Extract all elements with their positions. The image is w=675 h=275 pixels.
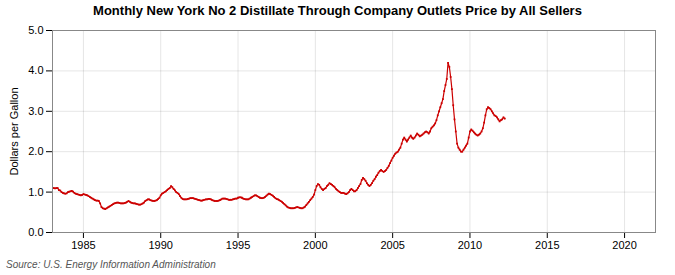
svg-text:4.0: 4.0	[28, 64, 43, 76]
html-text:Source: U.S. Energy Informatio: Source: U.S. Energy Information Administ…	[6, 259, 216, 270]
svg-text:1990: 1990	[148, 239, 172, 251]
svg-text:3.0: 3.0	[28, 105, 43, 117]
svg-text:Dollars per Gallon: Dollars per Gallon	[8, 87, 20, 175]
svg-text:2015: 2015	[535, 239, 559, 251]
svg-text:5.0: 5.0	[28, 24, 43, 36]
html-text:Monthly New York No 2 Distilla: Monthly New York No 2 Distillate Through…	[93, 3, 582, 18]
svg-text:2020: 2020	[612, 239, 636, 251]
svg-text:2010: 2010	[458, 239, 482, 251]
svg-text:2.0: 2.0	[28, 145, 43, 157]
svg-text:2000: 2000	[303, 239, 327, 251]
svg-text:1985: 1985	[71, 239, 95, 251]
svg-text:2005: 2005	[380, 239, 404, 251]
svg-text:0.0: 0.0	[28, 226, 43, 238]
svg-text:1.0: 1.0	[28, 186, 43, 198]
svg-text:1995: 1995	[226, 239, 250, 251]
